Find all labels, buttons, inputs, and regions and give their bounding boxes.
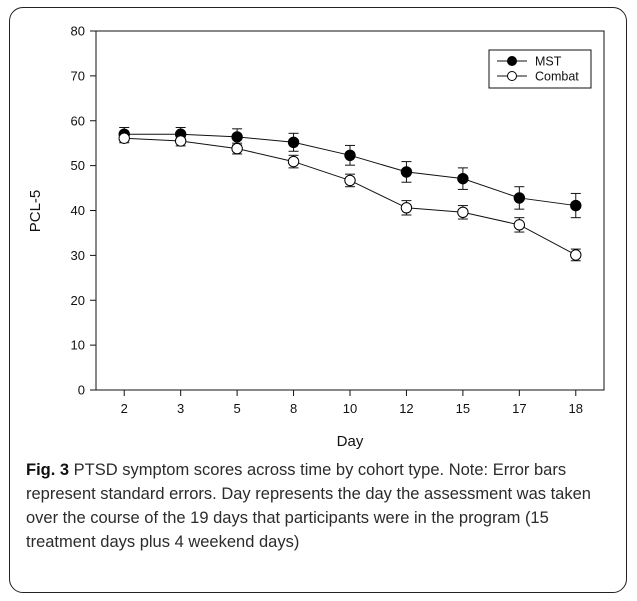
- figure-caption-label: Fig. 3: [26, 461, 70, 479]
- x-axis-label: Day: [337, 433, 364, 450]
- data-point: [400, 202, 413, 214]
- data-point: [231, 131, 243, 143]
- y-tick-label: 70: [71, 68, 85, 83]
- series-combat: [118, 132, 582, 262]
- legend-marker: [507, 56, 517, 66]
- data-point: [457, 206, 469, 218]
- data-point: [118, 132, 130, 144]
- figure-caption-text: PTSD symptom scores across time by cohor…: [26, 461, 591, 551]
- y-tick-label: 30: [71, 248, 85, 263]
- y-tick-label: 0: [78, 383, 85, 398]
- x-tick-label: 5: [233, 401, 240, 416]
- y-axis-label: PCL-5: [27, 190, 44, 233]
- y-tick-label: 50: [71, 158, 85, 173]
- y-tick-label: 10: [71, 338, 85, 353]
- figure-frame: [9, 7, 627, 593]
- chart-axes: 0 10 20 30 40 50 60 70 80 2 3 5 8 10 12 15 17 18: [71, 24, 605, 416]
- x-tick-label: 18: [569, 401, 583, 416]
- data-point: [344, 149, 356, 162]
- figure-caption: Fig. 3 PTSD symptom scores across time b…: [26, 458, 604, 554]
- data-point: [570, 199, 582, 212]
- data-point: [344, 174, 356, 187]
- y-tick-label: 20: [71, 293, 85, 308]
- y-tick-label: 80: [71, 24, 85, 39]
- legend-marker: [507, 71, 517, 81]
- data-point: [231, 142, 243, 155]
- x-tick-label: 2: [121, 401, 128, 416]
- x-tick-label: 10: [343, 401, 357, 416]
- data-point: [287, 136, 300, 148]
- chart-plot-area: [118, 126, 582, 262]
- x-tick-label: 3: [177, 401, 184, 416]
- legend-label: MST: [535, 55, 562, 69]
- line-chart: 0 10 20 30 40 50 60 70 80 2 3 5 8 10 12 15 17 18 MSTComba…: [27, 24, 605, 450]
- series-line: [124, 133, 576, 207]
- y-tick-label: 60: [71, 113, 85, 128]
- legend-label: Combat: [535, 70, 579, 84]
- y-tick-label: 40: [71, 203, 85, 218]
- x-tick-label: 15: [456, 401, 470, 416]
- data-point: [174, 135, 187, 147]
- data-point: [287, 155, 300, 168]
- data-point: [570, 249, 582, 261]
- data-point: [513, 192, 526, 204]
- data-point: [513, 219, 526, 231]
- series-mst: [118, 126, 582, 219]
- x-tick-label: 8: [290, 401, 297, 416]
- x-tick-label: 17: [512, 401, 526, 416]
- data-point: [457, 172, 469, 185]
- data-point: [400, 166, 413, 178]
- x-tick-label: 12: [399, 401, 413, 416]
- legend-box: [488, 49, 592, 89]
